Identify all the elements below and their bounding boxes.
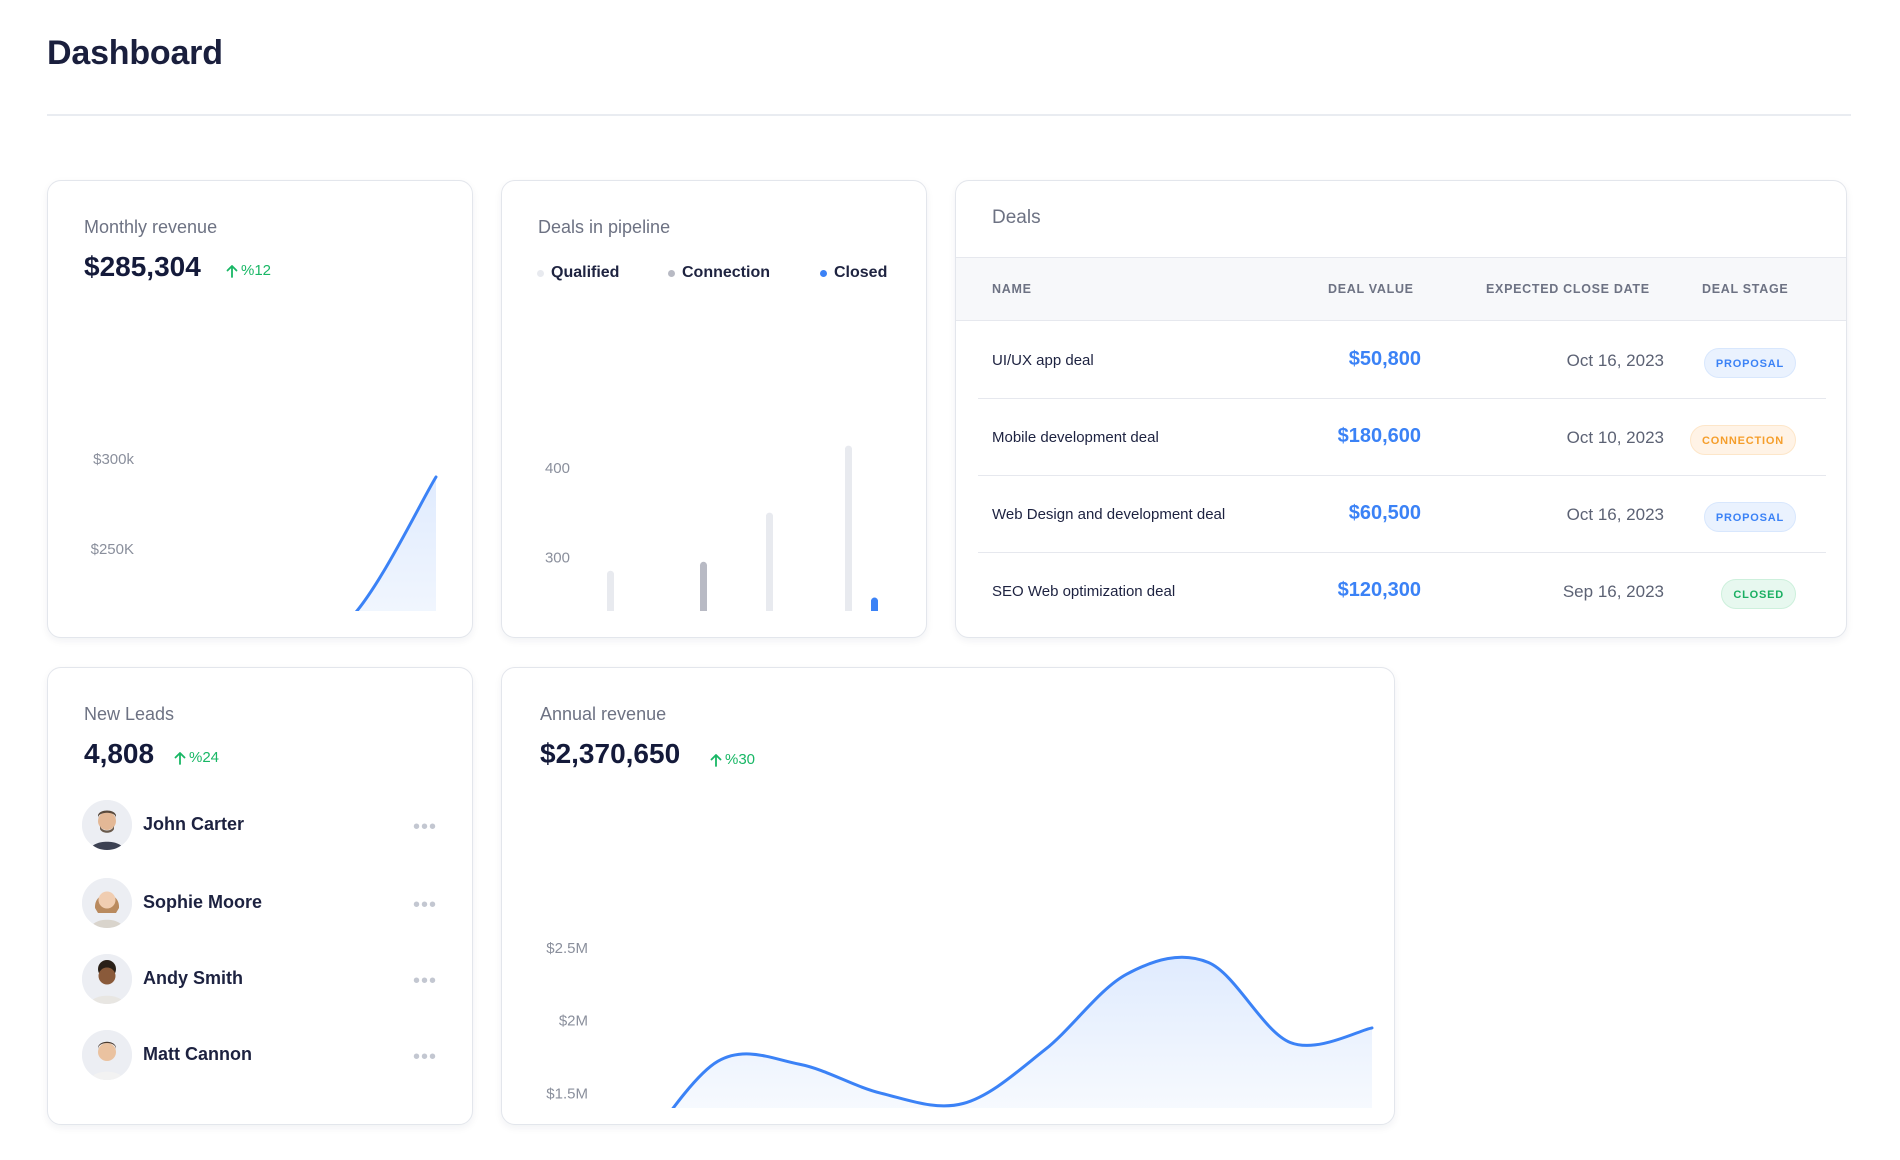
y-tick-label: $2.5M [546, 940, 588, 957]
card-title: Monthly revenue [84, 217, 218, 237]
annual-revenue-card: Annual revenue $2,370,650 %30 $2.5M $2M $1… [501, 667, 1395, 1125]
column-header-deal-value[interactable]: DEAL VALUE [1328, 282, 1414, 296]
deal-name: Web Design and development deal [992, 506, 1226, 523]
close-date: Oct 16, 2023 [1566, 351, 1664, 370]
avatar [82, 800, 132, 850]
card-title: Deals [992, 207, 1041, 228]
more-options-icon[interactable]: ••• [412, 1046, 437, 1068]
close-date: Oct 16, 2023 [1566, 505, 1664, 524]
table-row[interactable]: SEO Web optimization deal $120,300 Sep 16,… [978, 553, 1826, 630]
legend-closed: Closed [820, 264, 887, 282]
new-leads-card: New Leads 4,808 %24 John Carter ••• Soph… [47, 667, 473, 1125]
monthly-revenue-chart: $300k$250K$200K$150KJanFebMarApr [91, 451, 438, 611]
legend-label: Qualified [551, 264, 620, 281]
arrow-up-icon [226, 264, 238, 278]
lead-name: Andy Smith [143, 968, 244, 988]
legend-label: Connection [682, 264, 770, 281]
table-row[interactable]: Mobile development deal $180,600 Oct 10, 2… [978, 399, 1826, 476]
card-title: Deals in pipeline [538, 217, 671, 237]
deal-name: UI/UX app deal [992, 352, 1094, 369]
card-title: Annual revenue [540, 704, 667, 724]
page-title: Dashboard [47, 34, 223, 72]
y-tick-label: 400 [545, 460, 570, 477]
close-date: Sep 16, 2023 [1562, 582, 1664, 601]
column-header-deal-stage[interactable]: DEAL STAGE [1702, 282, 1789, 296]
lead-item[interactable]: John Carter ••• [82, 800, 437, 852]
growth-indicator: %24 [174, 749, 219, 766]
stage-badge: CONNECTION [1690, 425, 1796, 455]
stage-badge: CLOSED [1721, 579, 1796, 609]
new-leads-value: 4,808 [84, 738, 155, 769]
card-title: New Leads [84, 704, 175, 724]
deal-name: Mobile development deal [992, 429, 1159, 446]
close-date: Oct 10, 2023 [1566, 428, 1664, 447]
table-row[interactable]: Web Design and development deal $60,500 Oc… [978, 476, 1826, 553]
bar-qualified [845, 445, 852, 611]
arrow-up-icon [174, 751, 186, 765]
lead-item[interactable]: Sophie Moore ••• [82, 878, 437, 930]
series-line [354, 475, 438, 611]
annual-revenue-chart: $2.5M$2M$1.5M$1MJanFebMarAprMayJunJulJun… [546, 940, 1374, 1108]
growth-value: %12 [241, 262, 272, 279]
monthly-revenue-value: $285,304 [84, 251, 201, 282]
column-header-close-date[interactable]: EXPECTED CLOSE DATE [1486, 282, 1650, 296]
series-line [671, 955, 1374, 1108]
deal-value: $180,600 [1337, 425, 1421, 447]
legend-connection: Connection [668, 264, 770, 282]
lead-name: Sophie Moore [143, 892, 263, 912]
header-divider [47, 114, 1851, 116]
growth-value: %24 [189, 749, 220, 766]
deal-name: SEO Web optimization deal [992, 583, 1176, 600]
more-options-icon[interactable]: ••• [412, 970, 437, 992]
legend-swatch [537, 269, 544, 277]
legend-swatch [820, 269, 827, 277]
avatar [82, 954, 132, 1004]
pipeline-card: Deals in pipeline 400300200100JanFebMarA… [501, 180, 927, 638]
arrow-up-icon [710, 753, 722, 767]
growth-indicator: %12 [226, 262, 271, 279]
area-fill [356, 477, 436, 611]
avatar [82, 1030, 132, 1080]
bar-qualified [607, 570, 614, 611]
growth-indicator: %30 [710, 751, 755, 768]
lead-item[interactable]: Matt Cannon ••• [82, 1030, 437, 1082]
deal-value: $60,500 [1348, 502, 1421, 524]
deals-card: Deals NAME DEAL VALUE EXPECTED CLOSE DAT… [955, 180, 1847, 638]
annual-revenue-value: $2,370,650 [540, 738, 681, 769]
growth-value: %30 [725, 751, 756, 768]
more-options-icon[interactable]: ••• [412, 816, 437, 838]
pipeline-bar-chart: 400300200100JanFebMarApr [545, 445, 878, 611]
lead-item[interactable]: Andy Smith ••• [82, 954, 437, 1006]
table-row[interactable]: UI/UX app deal $50,800 Oct 16, 2023 PROPOSA… [978, 322, 1826, 399]
lead-name: John Carter [143, 814, 245, 834]
bar-qualified [766, 512, 773, 611]
more-options-icon[interactable]: ••• [412, 894, 437, 916]
legend-label: Closed [834, 264, 888, 281]
stage-badge: PROPOSAL [1703, 348, 1796, 378]
lead-name: Matt Cannon [143, 1044, 252, 1064]
deal-value: $120,300 [1337, 579, 1421, 601]
deal-value: $50,800 [1348, 348, 1421, 370]
legend-qualified: Qualified [537, 264, 619, 282]
column-header-name[interactable]: NAME [992, 282, 1032, 296]
y-tick-label: $250K [91, 541, 134, 558]
y-tick-label: $1.5M [546, 1085, 588, 1102]
stage-badge: PROPOSAL [1703, 502, 1796, 532]
y-tick-label: 300 [545, 549, 570, 566]
bar-connection [700, 561, 707, 611]
bar-closed [871, 597, 878, 611]
monthly-revenue-card: Monthly revenue $285,304 %12 $300k$250K$… [47, 180, 473, 638]
avatar [82, 878, 132, 928]
legend-swatch [668, 269, 675, 277]
y-tick-label: $2M [559, 1013, 588, 1030]
y-tick-label: $300k [93, 451, 134, 468]
table-header: NAME DEAL VALUE EXPECTED CLOSE DATE DEAL… [956, 257, 1846, 321]
area-fill [673, 957, 1372, 1108]
